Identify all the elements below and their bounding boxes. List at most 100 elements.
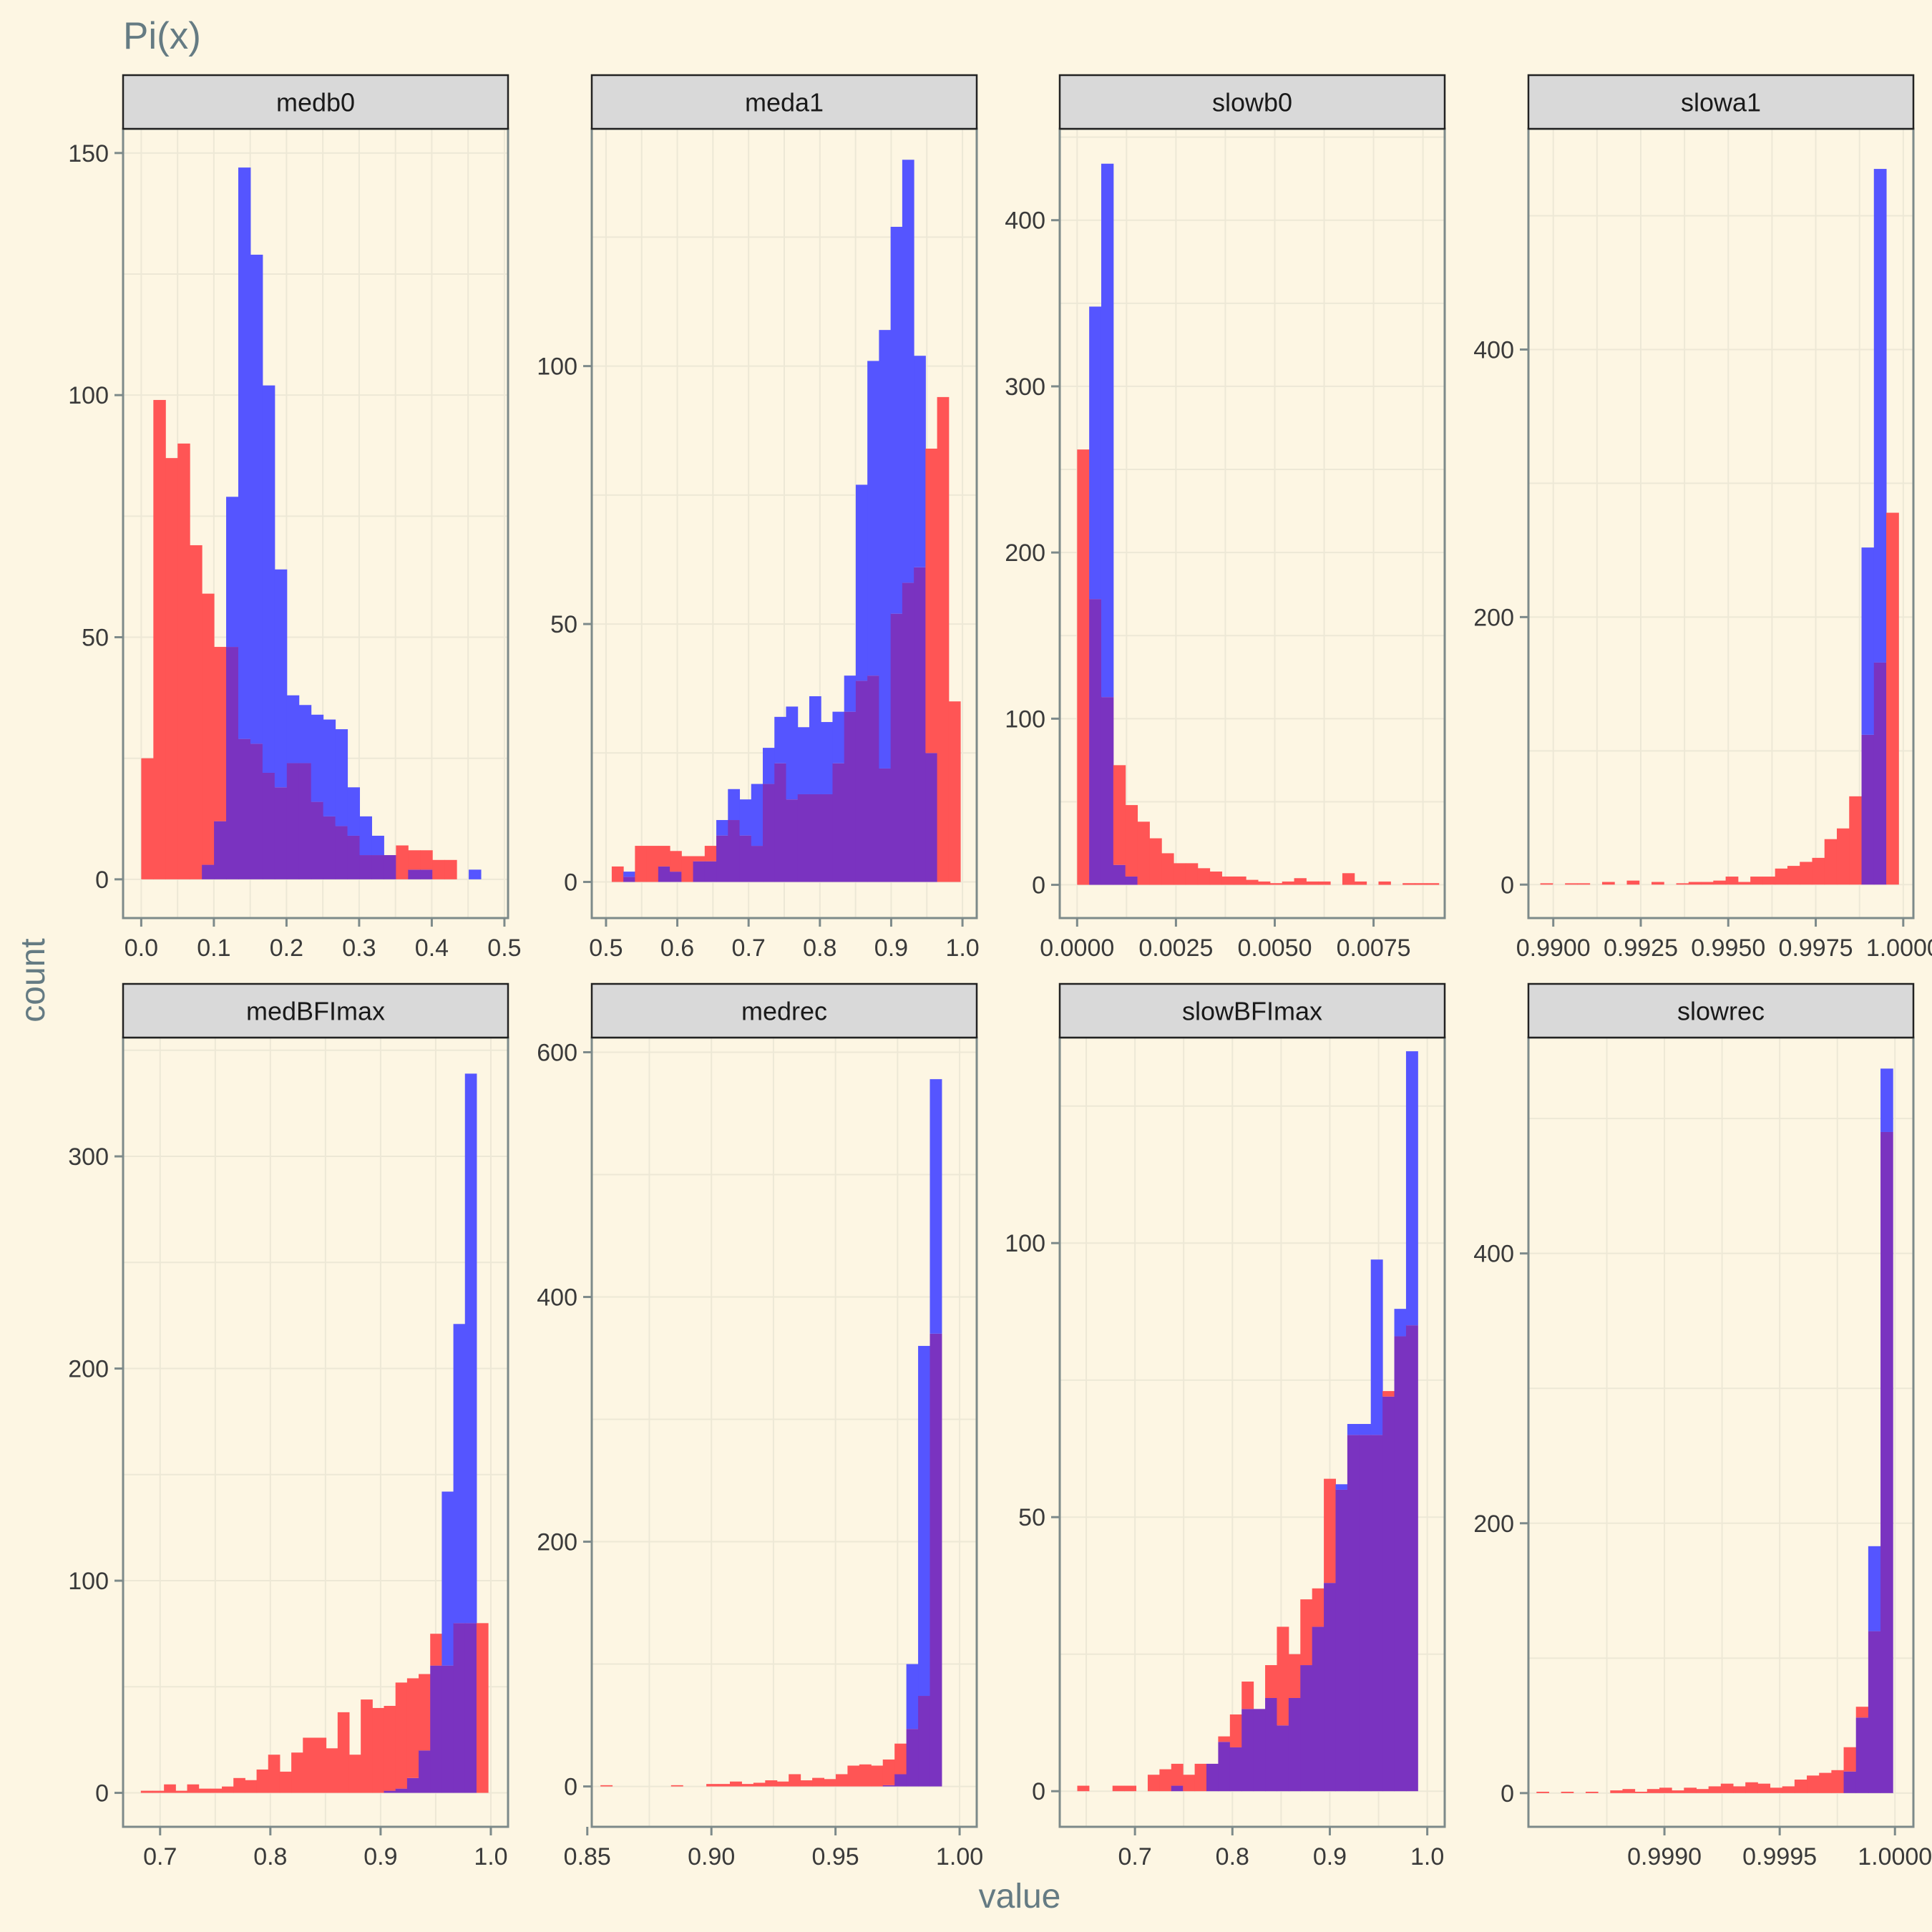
bar-red [164, 1784, 176, 1793]
bar-overlap [693, 861, 706, 882]
bars [140, 1073, 489, 1793]
bar-blue [809, 696, 821, 794]
bar-red [1672, 1790, 1684, 1793]
bar-red [1125, 805, 1138, 877]
y-tick-label: 0 [1032, 1778, 1045, 1805]
bar-red [1306, 881, 1319, 885]
bars [1077, 163, 1440, 885]
bar-red [1197, 868, 1211, 885]
bar-red [152, 1790, 165, 1793]
y-tick-label: 200 [1473, 1511, 1514, 1538]
y-tick-label: 150 [68, 140, 109, 167]
bar-overlap [902, 582, 914, 882]
bar-overlap [1125, 876, 1138, 885]
bar-red [395, 1682, 408, 1789]
bar-overlap [335, 826, 348, 879]
facet-panels: medb0 0 50 100 150 0.0 0.1 0.2 0.3 0.4 0.5 meda1 0 50… [68, 74, 1932, 1870]
bar-red [165, 458, 178, 879]
bar-red [1720, 1783, 1734, 1793]
bar-red [279, 1771, 292, 1793]
bar-blue [879, 330, 892, 769]
chart-title: Pi(x) [123, 15, 201, 57]
bars [1536, 1068, 1893, 1793]
bar-red [1634, 1791, 1648, 1793]
x-tick-label: 0.0 [125, 935, 158, 962]
y-tick-label: 50 [550, 611, 577, 638]
bar-blue [286, 695, 300, 763]
bar-red [1577, 883, 1591, 885]
y-tick-label: 400 [537, 1284, 577, 1312]
x-tick-label: 0.0075 [1337, 935, 1411, 962]
y-tick-label: 200 [1473, 604, 1514, 631]
bar-red [1241, 1682, 1254, 1709]
bar-overlap [1288, 1697, 1301, 1792]
bar-red [1561, 1791, 1574, 1793]
bar-overlap [298, 763, 312, 879]
bar-red [776, 1781, 789, 1787]
bar-overlap [274, 787, 288, 879]
bar-overlap [1347, 1435, 1360, 1792]
bar-red [384, 1705, 396, 1791]
x-tick-label: 0.5 [589, 935, 623, 962]
bar-red [291, 1752, 303, 1793]
bar-blue [716, 820, 728, 836]
y-tick-label: 200 [537, 1529, 577, 1556]
bar-red [658, 846, 670, 867]
bar-red [326, 1748, 338, 1793]
bar-overlap [894, 1774, 907, 1787]
y-tick-label: 200 [68, 1356, 109, 1383]
panel-medb0: medb0 0 50 100 150 0.0 0.1 0.2 0.3 0.4 0.5 [68, 74, 522, 962]
bar-red [1646, 1789, 1660, 1793]
bar-red [1288, 1654, 1301, 1698]
bar-blue [918, 1345, 931, 1697]
bar-red [233, 1777, 245, 1793]
bar-overlap [1171, 1785, 1184, 1792]
x-tick-label: 0.85 [564, 1843, 611, 1870]
bar-red [256, 1769, 269, 1793]
bar-red [419, 1674, 431, 1751]
bar-red [871, 1765, 884, 1787]
bar-red [268, 1755, 280, 1793]
bar-red [1185, 863, 1199, 885]
bar-blue [890, 226, 903, 614]
bar-blue [1868, 1546, 1881, 1631]
bar-overlap [774, 763, 786, 882]
bar-red [1277, 1626, 1289, 1726]
bar-red [1725, 877, 1739, 885]
bar-blue [1089, 306, 1102, 600]
panel-slowBFImax: slowBFImax 0 50 100 0.7 0.8 0.9 1.0 [1005, 982, 1446, 1870]
y-tick-label: 200 [1005, 540, 1045, 567]
y-tick-label: 100 [68, 382, 109, 409]
y-tick-label: 300 [1005, 374, 1045, 401]
bar-red [1565, 883, 1578, 885]
bar-red [1855, 1707, 1869, 1718]
bar-overlap [286, 763, 300, 879]
strip-background [1527, 74, 1915, 130]
bar-red [1676, 883, 1689, 885]
bar-overlap [1300, 1665, 1313, 1792]
y-tick-label: 0 [1501, 1780, 1514, 1807]
x-tick-label: 0.8 [253, 1843, 287, 1870]
bar-red [1246, 879, 1259, 885]
bar-red [1807, 1775, 1820, 1793]
bar-red [646, 846, 659, 882]
bar-red [1171, 1763, 1184, 1786]
bar-red [882, 1759, 895, 1785]
bar-red [1585, 1791, 1599, 1793]
bar-red [1229, 1714, 1242, 1747]
bar-red [337, 1712, 350, 1793]
panel-medrec: medrec 0 200 400 600 0.85 0.90 0.95 1.00 [537, 982, 983, 1870]
gridlines [592, 1038, 977, 1827]
bar-red [1354, 881, 1367, 885]
x-tick-label: 0.1 [197, 935, 230, 962]
x-tick-label: 0.7 [1118, 1843, 1151, 1870]
bar-red [1209, 871, 1222, 885]
strip-label: slowa1 [1681, 88, 1761, 117]
bar-overlap [464, 1623, 477, 1793]
bar-red [1701, 882, 1714, 885]
bar-overlap [1218, 1742, 1231, 1792]
x-tick-label: 0.0000 [1040, 935, 1114, 962]
bar-red [140, 1790, 153, 1793]
bar-red [611, 866, 624, 882]
bar-overlap [384, 855, 396, 879]
